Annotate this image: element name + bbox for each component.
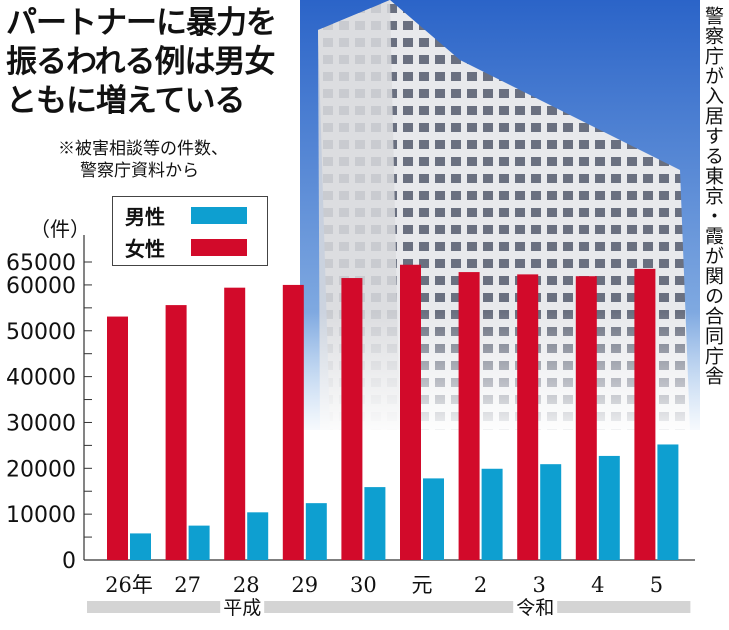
x-tick-label: 元 [412,573,433,597]
era-bar [87,601,221,613]
bar-female [575,276,597,560]
y-tick-label: 0 [62,549,76,574]
legend-label-female: 女性 [125,237,165,261]
bar-male [364,487,386,560]
chart-title: パートナーに暴力を 振るわれる例は男女 ともに増えている [6,4,277,121]
bar-male [598,455,620,560]
x-tick-label: 29 [291,573,318,597]
bar-male [188,525,210,560]
bar-female [400,264,421,560]
bar-male [130,533,151,560]
legend-label-male: 男性 [125,205,165,229]
x-tick-label: 30 [350,573,377,597]
y-tick-label: 60000 [6,274,76,299]
bar-female [517,274,539,560]
bar-female [107,316,128,560]
era-bar [557,601,691,613]
y-tick-label: 65000 [6,251,76,276]
y-tick-label: 30000 [6,411,76,436]
bar-female [341,278,363,560]
x-tick-label: 28 [233,573,260,597]
y-axis-unit: （件） [30,217,90,241]
bar-male [540,464,562,560]
bar-male [423,478,444,560]
legend: 男性 女性 [112,196,268,266]
x-tick-label: 27 [174,573,201,597]
bar-male [247,512,269,560]
legend-swatch-female [191,239,247,256]
bar-male [657,444,679,560]
bar-male [305,503,327,560]
bar-female [634,268,656,560]
y-tick-label: 20000 [6,457,76,482]
bar-female [165,305,187,560]
photo-caption: 警察庁が入居する東京・霞が関の合同庁舎 [702,6,724,386]
x-tick-label: 26年 [105,573,153,597]
y-tick-label: 50000 [6,320,76,345]
x-tick-label: 4 [591,573,604,597]
x-tick-label: 2 [474,573,487,597]
bar-female [282,284,304,560]
era-bar [264,601,398,613]
source-note: ※被害相談等の件数、 警察庁資料から [58,138,228,182]
note-line: 警察庁資料から [80,161,199,181]
y-tick-label: 40000 [6,366,76,391]
title-line: パートナーに暴力を [6,5,277,41]
title-line: 振るわれる例は男女 [6,44,275,80]
era-label: 平成 [223,597,261,619]
title-line: ともに増えている [6,83,245,119]
x-tick-label: 5 [650,573,663,597]
bar-female [458,272,480,560]
era-label: 令和 [516,597,554,619]
note-line: ※被害相談等の件数、 [58,139,228,159]
x-tick-label: 3 [533,573,546,597]
bar-female [224,287,246,560]
y-tick-label: 10000 [6,503,76,528]
bar-male [481,468,503,560]
era-bar [380,601,514,613]
legend-swatch-male [191,207,247,224]
